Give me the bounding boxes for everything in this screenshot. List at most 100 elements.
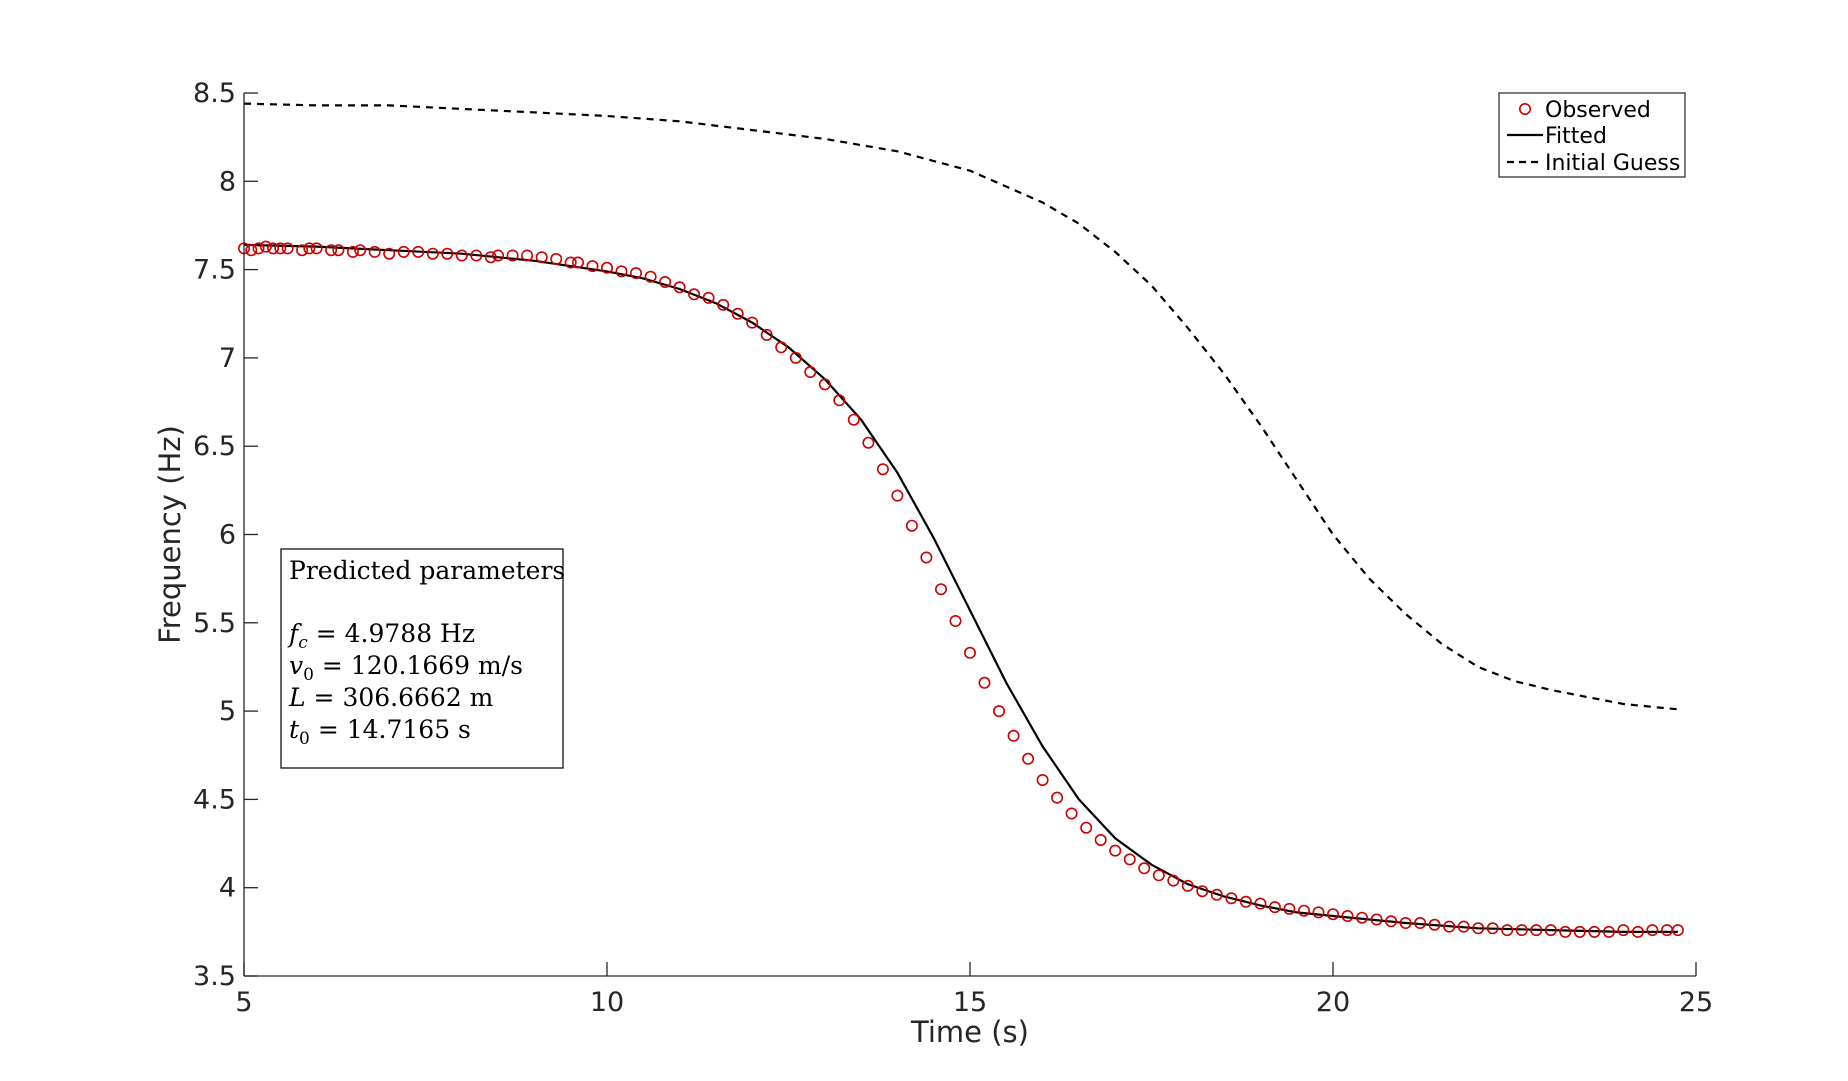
observed-point: [1051, 791, 1064, 804]
observed-point: [1399, 916, 1412, 929]
fitted-line: [243, 243, 1678, 934]
observed-point: [876, 463, 889, 476]
observed-point: [1472, 922, 1485, 935]
observed-point: [804, 365, 817, 378]
observed-point: [455, 249, 468, 262]
observed-point: [1457, 920, 1470, 933]
plot-area: [238, 102, 1684, 938]
observed-point: [1327, 908, 1340, 921]
observed-point: [673, 281, 686, 294]
observed-point: [492, 249, 505, 262]
observed-point: [1501, 924, 1514, 937]
observed-point: [470, 249, 483, 262]
y-tick-label: 7.5: [193, 255, 236, 286]
y-tick-label: 8.5: [193, 78, 236, 109]
observed-point: [245, 244, 258, 257]
observed-point: [1210, 888, 1223, 901]
observed-point: [325, 244, 338, 257]
observed-point: [346, 245, 359, 258]
y-axis-label: Frequency (Hz): [153, 425, 187, 644]
x-tick-label: 15: [953, 987, 987, 1018]
y-tick-label: 8: [219, 166, 236, 197]
observed-point: [1588, 925, 1601, 938]
observed-point: [1225, 892, 1238, 905]
observed-point: [688, 288, 701, 301]
observed-point: [1283, 902, 1296, 915]
x-tick-label: 10: [590, 987, 624, 1018]
observed-point: [1486, 922, 1499, 935]
annotation-parameter: v0 = 120.1669 m/s: [289, 651, 523, 685]
observed-point: [1007, 729, 1020, 742]
observed-point: [368, 245, 381, 258]
observed-point: [1094, 833, 1107, 846]
observed-point: [1138, 862, 1151, 875]
y-tick-label: 3.5: [193, 961, 236, 992]
observed-point: [1559, 925, 1572, 938]
observed-point: [847, 413, 860, 426]
observed-point: [1123, 853, 1136, 866]
observed-point: [296, 244, 309, 257]
observed-point: [760, 328, 773, 341]
observed-point: [978, 676, 991, 689]
observed-point: [862, 436, 875, 449]
observed-point: [441, 247, 454, 260]
y-tick-label: 6.5: [193, 431, 236, 462]
observed-point: [1602, 925, 1615, 938]
observed-point: [281, 242, 294, 255]
observed-point: [600, 261, 613, 274]
observed-point: [1341, 909, 1354, 922]
observed-point: [1646, 924, 1659, 937]
observed-point: [1167, 874, 1180, 887]
y-tick-label: 4.5: [193, 784, 236, 815]
observed-point: [934, 583, 947, 596]
observed-point: [550, 253, 563, 266]
observed-point: [506, 249, 519, 262]
legend-entry-label: Observed: [1545, 98, 1651, 123]
observed-point: [484, 251, 497, 264]
observed-point: [564, 256, 577, 269]
observed-point: [1181, 879, 1194, 892]
observed-point: [789, 351, 802, 364]
observed-point: [1268, 901, 1281, 914]
annotation-parameter: t0 = 14.7165 s: [289, 715, 471, 749]
y-tick-label: 5: [219, 696, 236, 727]
observed-point: [1573, 925, 1586, 938]
y-tick-label: 4: [219, 873, 236, 904]
observed-point: [905, 519, 918, 532]
observed-point: [1196, 885, 1209, 898]
annotation-frame: [280, 548, 564, 769]
observed-point: [1239, 895, 1252, 908]
observed-point: [1428, 918, 1441, 931]
legend-entry-label: Fitted: [1545, 124, 1607, 149]
observed-point: [586, 260, 599, 273]
observed-point: [1671, 924, 1684, 937]
y-tick-label: 6: [219, 520, 236, 551]
observed-point: [1022, 752, 1035, 765]
observed-point: [659, 275, 672, 288]
observed-point: [1152, 869, 1165, 882]
annotation-parameter: fc = 4.9788 Hz: [287, 619, 475, 653]
observed-point: [274, 242, 287, 255]
observed-point: [963, 646, 976, 659]
observed-point: [521, 249, 534, 262]
observed-point: [252, 242, 265, 255]
observed-point: [1617, 924, 1630, 937]
observed-point: [644, 270, 657, 283]
initial-guess-line: [243, 102, 1679, 711]
observed-point: [1356, 911, 1369, 924]
observed-point: [833, 394, 846, 407]
observed-point: [303, 242, 316, 255]
observed-point: [1312, 906, 1325, 919]
observed-point: [615, 265, 628, 278]
observed-point: [397, 245, 410, 258]
observed-point: [1414, 916, 1427, 929]
observed-point: [571, 256, 584, 269]
observed-point: [426, 247, 439, 260]
observed-point: [1443, 920, 1456, 933]
observed-point: [775, 341, 788, 354]
x-tick-label: 5: [235, 987, 252, 1018]
annotation-parameter: L = 306.6662 m: [288, 683, 494, 712]
observed-point: [818, 378, 831, 391]
